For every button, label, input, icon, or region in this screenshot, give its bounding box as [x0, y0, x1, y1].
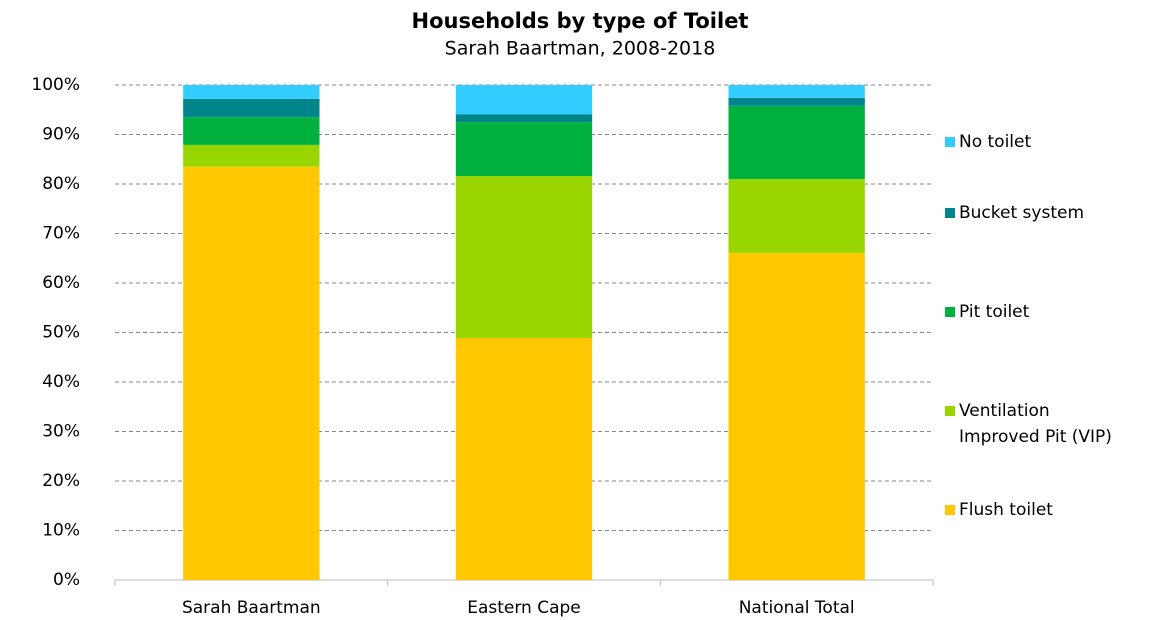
y-tick-label: 10% — [42, 521, 80, 541]
x-tick-label: Sarah Baartman — [182, 598, 321, 618]
legend-item: No toilet — [945, 129, 1160, 155]
legend-swatch — [945, 505, 955, 515]
bar-segment — [455, 337, 593, 580]
legend-label: Flush toilet — [959, 500, 1053, 520]
chart-title: Households by type of Toilet — [412, 9, 749, 33]
bar-segment — [455, 122, 593, 177]
y-tick-label: 30% — [42, 422, 80, 442]
legend-label: Bucket system — [959, 203, 1085, 223]
x-tick-label: National Total — [739, 598, 855, 618]
legend-item: Ventilation Improved Pit (VIP) — [945, 398, 1160, 450]
bar-segment — [728, 85, 865, 98]
legend-swatch — [945, 208, 955, 218]
y-tick-label: 20% — [42, 471, 80, 491]
y-tick-label: 50% — [42, 323, 80, 343]
bar-segment — [183, 166, 320, 581]
bar-segment — [728, 179, 865, 253]
y-tick-label: 0% — [53, 570, 80, 590]
legend-item: Pit toilet — [945, 299, 1160, 325]
bar-segment — [183, 85, 320, 99]
bar-segment — [728, 105, 865, 180]
y-tick-label: 60% — [42, 273, 80, 293]
y-tick-label: 80% — [42, 174, 80, 194]
legend-swatch — [945, 406, 955, 416]
chart-subtitle: Sarah Baartman, 2008-2018 — [445, 38, 716, 60]
bar-segment — [183, 117, 320, 145]
y-tick-label: 70% — [42, 224, 80, 244]
x-tick-label: Eastern Cape — [467, 598, 581, 618]
legend-swatch — [945, 137, 955, 147]
bar-segment — [455, 176, 593, 338]
legend-label: Pit toilet — [959, 302, 1030, 322]
legend-item: Bucket system — [945, 200, 1160, 226]
legend-swatch — [945, 307, 955, 317]
legend-label: Ventilation Improved Pit (VIP) — [959, 401, 1112, 447]
bar-segment — [455, 85, 593, 115]
y-tick-label: 100% — [31, 75, 80, 95]
y-tick-label: 90% — [42, 125, 80, 145]
bar-segment — [183, 144, 320, 167]
y-tick-label: 40% — [42, 372, 80, 392]
bar-segment — [728, 97, 865, 106]
legend-label: No toilet — [959, 132, 1032, 152]
bar-segment — [183, 98, 320, 118]
bar-segment — [455, 114, 593, 123]
bar-segment — [728, 252, 865, 580]
legend-item: Flush toilet — [945, 497, 1160, 523]
